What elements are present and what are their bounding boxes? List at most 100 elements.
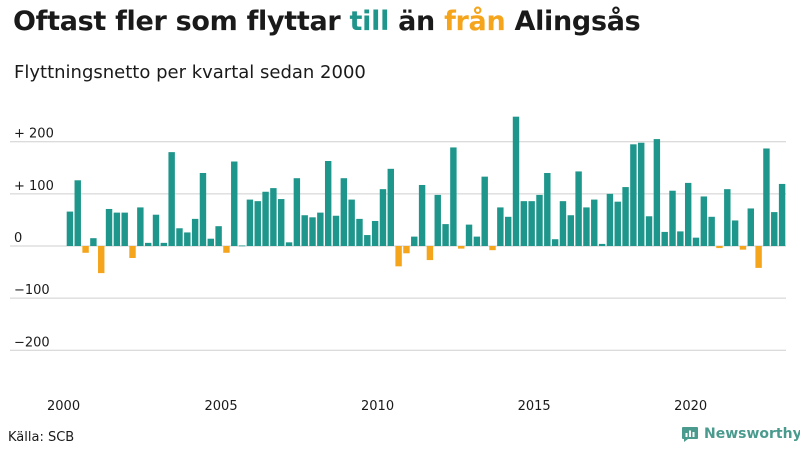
bar: 2011 K1: 18 — [411, 236, 418, 246]
bar: 2021 K1: 109 — [724, 189, 731, 246]
bar: 2004 K2: 140 — [199, 172, 207, 246]
bars: 2000 K1: 662000 K2: 1262000 K3: -132000 … — [66, 116, 786, 274]
bar: 2009 K2: 52 — [356, 218, 363, 246]
bar: 2018 K3: 57 — [645, 216, 653, 246]
brand-logo-group: Newsworthy — [681, 425, 800, 443]
bar: 2004 K3: 14 — [207, 238, 214, 246]
bar: 2015 K4: 86 — [559, 201, 567, 246]
bar: 2001 K4: 64 — [121, 212, 128, 246]
bar: 2003 K3: 34 — [176, 228, 183, 246]
x-axis-labels: 2000 2005 2010 2015 2020 — [47, 399, 707, 414]
bar: 2000 K2: 126 — [74, 180, 81, 246]
bar: 2007 K1: 7 — [285, 242, 293, 246]
bar: 2017 K2: 100 — [606, 193, 614, 246]
bar: 2009 K4: 48 — [371, 220, 379, 246]
bar: 2000 K1: 66 — [66, 211, 74, 246]
bar: 2017 K3: 85 — [614, 201, 621, 246]
bar: 2015 K3: 13 — [551, 239, 559, 246]
bar: 2021 K4: 72 — [747, 208, 754, 246]
bar: 2008 K4: 130 — [340, 178, 348, 246]
bar: 2019 K4: 121 — [684, 182, 692, 246]
bar: 2001 K3: 64 — [113, 212, 121, 246]
chart-title: Oftast fler som flyttar till än från Ali… — [13, 6, 641, 37]
bar: 2015 K2: 140 — [544, 172, 551, 246]
bar: 2016 K1: 59 — [567, 215, 574, 246]
bar: 2021 K3: -7 — [739, 246, 747, 250]
x-tick-label: 2015 — [518, 399, 551, 414]
x-tick-label: 2000 — [47, 399, 80, 414]
y-axis-labels: + 200 + 100 0 −100 −200 — [14, 127, 54, 351]
bar: 2006 K4: 90 — [278, 199, 285, 246]
bar: 2009 K3: 21 — [364, 235, 371, 246]
bar: 2009 K1: 89 — [348, 199, 355, 246]
y-tick-label: + 200 — [14, 127, 54, 142]
bar: 2005 K4: 89 — [246, 199, 254, 246]
bar: 2001 K2: 71 — [105, 208, 113, 246]
bar: 2012 K4: 41 — [465, 224, 473, 246]
y-tick-label: −200 — [14, 335, 50, 350]
title-part3: Alingsås — [505, 6, 641, 37]
title-part2: än — [389, 6, 445, 37]
bar: 2018 K4: 205 — [653, 139, 661, 246]
bar: 2010 K2: 148 — [387, 168, 394, 246]
bar: 2016 K4: 89 — [591, 199, 598, 246]
bar: 2014 K2: 248 — [512, 116, 520, 246]
bar: 2003 K4: 26 — [184, 232, 191, 246]
bar: 2006 K2: 104 — [262, 191, 269, 246]
title-fran: från — [444, 6, 506, 37]
bar: 2014 K1: 56 — [504, 216, 512, 246]
bar: 2007 K3: 59 — [301, 215, 308, 246]
y-tick-label: −100 — [14, 283, 50, 298]
x-tick-label: 2020 — [674, 399, 707, 414]
bar: 2020 K1: 16 — [692, 237, 700, 246]
bar: 2015 K1: 98 — [536, 194, 543, 246]
bar: 2012 K3: -5 — [458, 246, 465, 249]
y-tick-label: + 100 — [14, 179, 54, 194]
bar: 2022 K3: 65 — [771, 212, 778, 246]
source-note: Källa: SCB — [8, 430, 75, 445]
bar: 2011 K3: -27 — [426, 246, 434, 261]
bar: 2012 K2: 189 — [450, 147, 457, 246]
bar: 2007 K2: 130 — [293, 178, 301, 246]
bar: 2018 K1: 195 — [630, 144, 637, 246]
bar: 2008 K2: 163 — [324, 161, 332, 246]
bar: 2001 K1: -52 — [98, 246, 105, 274]
bar: 2020 K3: 56 — [708, 216, 715, 246]
bar: 2004 K4: 38 — [215, 226, 222, 246]
bar: 2018 K2: 198 — [638, 142, 645, 246]
bar: 2004 K1: 52 — [191, 218, 199, 246]
bar: 2014 K4: 86 — [528, 201, 535, 246]
bar: 2019 K2: 106 — [669, 190, 676, 246]
bar: 2011 K2: 117 — [418, 184, 426, 246]
brand-name: Newsworthy — [704, 426, 800, 442]
bar: 2000 K3: -13 — [82, 246, 89, 253]
bar: 2010 K3: -39 — [395, 246, 402, 267]
bar: 2003 K1: 6 — [160, 242, 168, 246]
title-till: till — [349, 6, 390, 37]
bar: 2008 K1: 64 — [317, 212, 324, 246]
bar: 2013 K2: 133 — [481, 176, 488, 246]
title-part1: Oftast fler som flyttar — [13, 6, 350, 37]
bar: 2010 K4: -14 — [403, 246, 410, 254]
bar: 2006 K3: 111 — [270, 188, 277, 246]
x-tick-label: 2010 — [361, 399, 394, 414]
bar: 2006 K1: 86 — [254, 201, 261, 246]
bar: 2012 K1: 42 — [442, 224, 449, 246]
bar: 2019 K1: 27 — [661, 231, 668, 246]
bar: 2007 K4: 55 — [309, 217, 316, 246]
bar: 2020 K2: 95 — [700, 196, 708, 246]
bar: 2013 K1: 18 — [473, 236, 481, 246]
bar: 2014 K3: 86 — [520, 201, 528, 246]
bar: 2013 K3: -8 — [489, 246, 496, 251]
bar: 2021 K2: 49 — [731, 220, 739, 246]
bar: 2017 K4: 113 — [622, 187, 629, 246]
bar: 2020 K4: -4 — [716, 246, 723, 249]
bar: 2017 K1: 4 — [598, 243, 606, 246]
bar: 2008 K3: 58 — [332, 215, 340, 246]
chart-subtitle: Flyttningsnetto per kvartal sedan 2000 — [14, 62, 366, 83]
bar: 2022 K1: -42 — [755, 246, 762, 268]
bar: 2013 K4: 74 — [497, 207, 504, 246]
